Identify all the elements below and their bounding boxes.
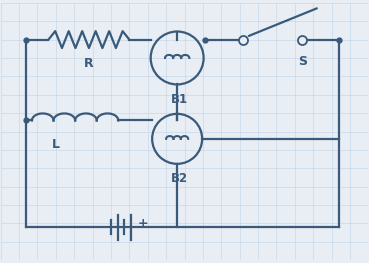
Text: L: L: [52, 138, 60, 151]
Text: R: R: [84, 57, 94, 70]
Text: B2: B2: [170, 172, 187, 185]
Text: +: +: [137, 217, 148, 230]
Text: S: S: [299, 55, 307, 68]
Text: B1: B1: [170, 93, 187, 105]
